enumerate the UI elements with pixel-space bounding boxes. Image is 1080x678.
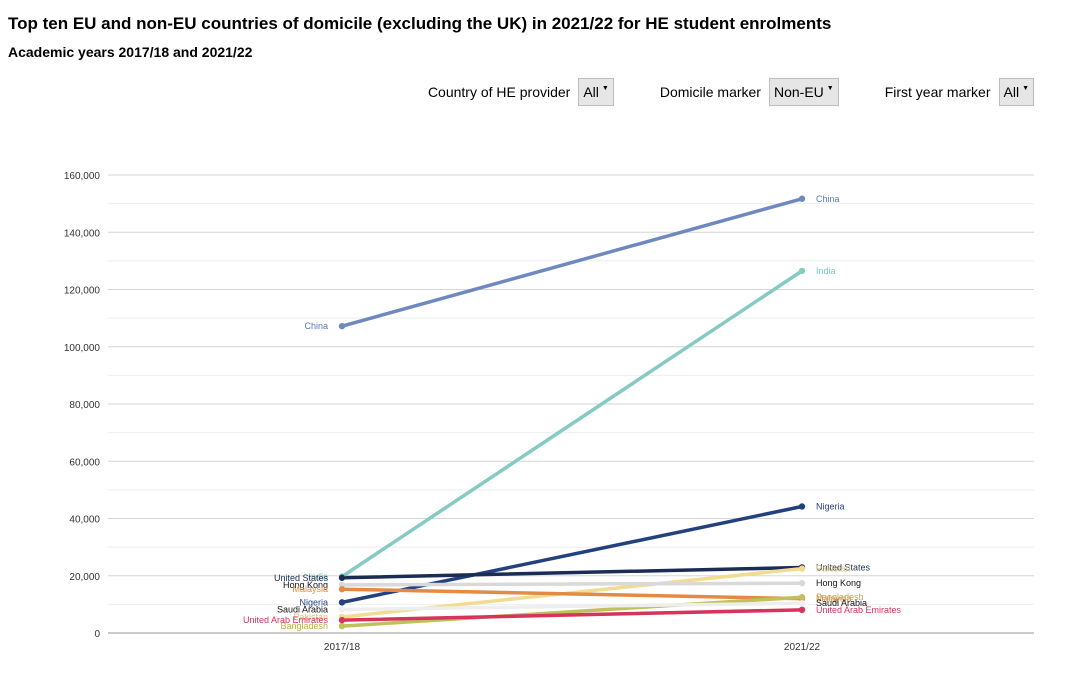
dropdown-caret-icon: ▼ bbox=[601, 85, 609, 92]
series-label-hong-kong: Hong Kong bbox=[816, 578, 861, 588]
country-of-provider-select[interactable]: All ▼ bbox=[578, 78, 614, 106]
y-tick-label: 20,000 bbox=[69, 572, 100, 583]
filter-first-year-marker: First year marker All ▼ bbox=[885, 78, 1034, 106]
filter-first-year-marker-label: First year marker bbox=[884, 84, 991, 100]
page-subtitle: Academic years 2017/18 and 2021/22 bbox=[8, 44, 253, 60]
data-point-bangladesh bbox=[798, 594, 806, 601]
data-point-united-arab-emirates bbox=[338, 616, 346, 624]
data-point-hong-kong bbox=[798, 579, 806, 587]
dropdown-caret-icon: ▼ bbox=[826, 85, 834, 92]
series-line-saudi-arabia bbox=[340, 601, 804, 612]
series-label-malaysia: Malaysia bbox=[816, 594, 852, 604]
x-tick-label: 2017/18 bbox=[324, 642, 361, 653]
page-title: Top ten EU and non-EU countries of domic… bbox=[8, 14, 832, 33]
data-point-bangladesh bbox=[338, 622, 346, 630]
series-label-united-arab-emirates: United Arab Emirates bbox=[816, 605, 902, 615]
series-label-bangladesh: Bangladesh bbox=[816, 592, 864, 602]
data-point-saudi-arabia bbox=[798, 600, 806, 607]
data-point-united-states bbox=[338, 574, 346, 581]
first-year-marker-select[interactable]: All ▼ bbox=[998, 78, 1034, 106]
data-point-india bbox=[798, 267, 806, 275]
domicile-marker-select[interactable]: Non-EU ▼ bbox=[768, 78, 839, 106]
series-label-china: China bbox=[304, 321, 328, 331]
series-label-saudi-arabia: Saudi Arabia bbox=[277, 605, 328, 615]
country-of-provider-value: All bbox=[583, 84, 599, 100]
data-point-china bbox=[338, 322, 346, 330]
series-line-malaysia bbox=[340, 587, 804, 601]
series-label-united-arab-emirates: United Arab Emirates bbox=[243, 615, 329, 625]
first-year-marker-value: All bbox=[1003, 84, 1020, 100]
series-line-nigeria bbox=[340, 504, 804, 605]
data-point-pakistan bbox=[798, 565, 806, 572]
y-tick-label: 80,000 bbox=[69, 400, 100, 411]
y-tick-label: 160,000 bbox=[64, 171, 101, 182]
series-label-united-states: United States bbox=[274, 573, 329, 583]
data-point-united-arab-emirates bbox=[798, 606, 806, 614]
data-point-china bbox=[798, 195, 806, 202]
series-label-pakistan: Pakistan bbox=[293, 612, 328, 622]
y-tick-label: 100,000 bbox=[64, 343, 101, 354]
y-tick-label: 60,000 bbox=[69, 457, 100, 468]
data-point-saudi-arabia bbox=[338, 606, 346, 613]
series-line-united-states bbox=[340, 565, 804, 580]
series-line-united-arab-emirates bbox=[340, 608, 804, 622]
domicile-marker-value: Non-EU bbox=[773, 84, 824, 100]
series-line-hong-kong bbox=[340, 581, 804, 587]
dropdown-caret-icon: ▼ bbox=[1022, 85, 1029, 92]
data-point-malaysia bbox=[338, 586, 346, 593]
y-tick-label: 140,000 bbox=[64, 228, 101, 239]
filter-domicile-marker: Domicile marker Non-EU ▼ bbox=[660, 78, 839, 106]
y-tick-label: 0 bbox=[94, 629, 100, 640]
filter-country-of-provider-label: Country of HE provider bbox=[427, 84, 571, 100]
filter-domicile-marker-label: Domicile marker bbox=[659, 84, 761, 100]
series-label-bangladesh: Bangladesh bbox=[280, 621, 328, 631]
data-point-nigeria bbox=[338, 599, 346, 606]
series-line-bangladesh bbox=[340, 595, 804, 628]
series-label-saudi-arabia: Saudi Arabia bbox=[816, 598, 867, 608]
filter-bar: Country of HE provider All ▼ Domicile ma… bbox=[382, 78, 1034, 106]
series-label-pakistan: Pakistan bbox=[816, 564, 851, 574]
series-label-india: India bbox=[308, 572, 328, 582]
series-label-malaysia: Malaysia bbox=[292, 584, 328, 594]
series-label-nigeria: Nigeria bbox=[816, 501, 845, 511]
filter-country-of-provider: Country of HE provider All ▼ bbox=[428, 78, 614, 106]
series-label-china: China bbox=[816, 194, 840, 204]
series-line-india bbox=[340, 269, 804, 579]
y-tick-label: 120,000 bbox=[64, 286, 101, 297]
series-label-india: India bbox=[816, 266, 836, 276]
x-tick-label: 2021/22 bbox=[784, 642, 821, 653]
data-point-nigeria bbox=[798, 503, 806, 510]
series-label-nigeria: Nigeria bbox=[299, 597, 328, 607]
y-tick-label: 40,000 bbox=[69, 515, 100, 526]
series-line-china bbox=[340, 197, 804, 328]
series-label-hong-kong: Hong Kong bbox=[283, 580, 328, 590]
series-label-united-states: United States bbox=[816, 562, 871, 572]
